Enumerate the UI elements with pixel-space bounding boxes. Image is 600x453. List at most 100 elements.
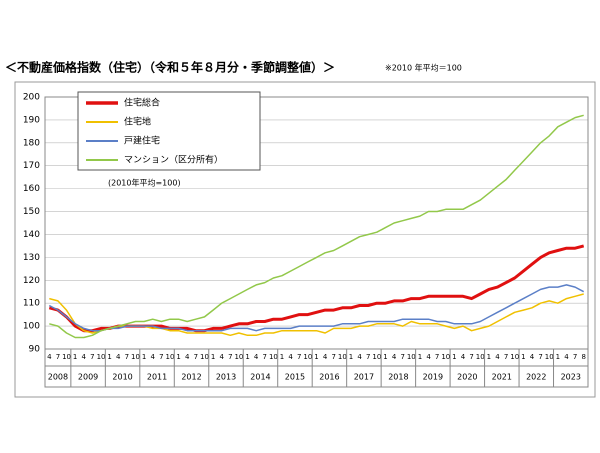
legend-label: 住宅総合 [124, 97, 160, 109]
legend-label: 住宅地 [124, 116, 151, 128]
x-tick-label: 10 [269, 353, 278, 361]
year-label: 2010 [112, 373, 132, 382]
x-tick-label: 4 [323, 353, 328, 361]
x-tick-label: 10 [372, 353, 381, 361]
x-tick-label: 10 [131, 353, 140, 361]
x-tick-label: 4 [219, 353, 224, 361]
x-tick-label: 4 [495, 353, 500, 361]
chart-frame [14, 81, 596, 398]
y-tick-label: 180 [23, 138, 40, 148]
x-tick-label: 4 [426, 353, 431, 361]
year-label: 2012 [181, 373, 201, 382]
x-tick-label: 10 [166, 353, 175, 361]
year-label: 2015 [285, 373, 305, 382]
annotation: (2010年平均=100) [108, 178, 181, 188]
x-tick-label: 7 [332, 353, 336, 361]
legend-label: マンション（区分所有） [124, 154, 223, 166]
x-tick-label: 8 [581, 353, 585, 361]
chart-title: ＜不動産価格指数（住宅）（令和５年８月分・季節調整値）＞ [5, 60, 335, 75]
year-label: 2008 [48, 373, 68, 382]
chart-subtitle: ※2010 年平均＝100 [385, 63, 462, 73]
x-tick-label: 4 [151, 353, 156, 361]
legend-box [77, 91, 261, 171]
x-tick-label: 10 [441, 353, 450, 361]
x-tick-label: 10 [545, 353, 554, 361]
x-tick-label: 7 [90, 353, 94, 361]
y-tick-label: 100 [23, 322, 40, 332]
year-label: 2016 [319, 373, 339, 382]
y-tick-label: 90 [29, 345, 41, 355]
x-tick-label: 1 [211, 353, 215, 361]
series-line [49, 114, 584, 339]
x-tick-label: 4 [392, 353, 397, 361]
x-tick-label: 1 [142, 353, 146, 361]
x-tick-label: 1 [487, 353, 491, 361]
x-tick-label: 10 [476, 353, 485, 361]
x-tick-label: 7 [538, 353, 542, 361]
x-tick-label: 10 [510, 353, 519, 361]
x-tick-label: 7 [297, 353, 301, 361]
x-tick-label: 7 [228, 353, 232, 361]
year-label: 2014 [250, 373, 270, 382]
year-label: 2011 [147, 373, 167, 382]
year-label: 2023 [561, 373, 581, 382]
x-tick-label: 1 [245, 353, 249, 361]
x-tick-label: 7 [194, 353, 198, 361]
x-tick-label: 10 [303, 353, 312, 361]
x-tick-label: 10 [234, 353, 243, 361]
x-tick-label: 1 [452, 353, 456, 361]
x-tick-label: 7 [263, 353, 267, 361]
x-tick-label: 4 [530, 353, 535, 361]
x-tick-label: 1 [418, 353, 422, 361]
x-tick-label: 4 [254, 353, 259, 361]
y-tick-label: 130 [23, 253, 40, 263]
legend-label: 戸建住宅 [124, 135, 160, 147]
x-axis-box [44, 348, 589, 388]
x-tick-label: 10 [200, 353, 209, 361]
x-tick-label: 4 [288, 353, 293, 361]
x-tick-label: 1 [280, 353, 284, 361]
year-label: 2021 [492, 373, 512, 382]
x-tick-label: 7 [159, 353, 163, 361]
x-tick-label: 4 [82, 353, 87, 361]
x-tick-label: 4 [116, 353, 121, 361]
year-label: 2019 [423, 373, 443, 382]
y-tick-label: 170 [23, 161, 40, 171]
x-tick-label: 4 [47, 353, 52, 361]
y-tick-label: 160 [23, 184, 40, 194]
y-tick-label: 140 [23, 230, 40, 240]
x-tick-label: 7 [435, 353, 439, 361]
x-tick-label: 4 [185, 353, 190, 361]
x-tick-label: 1 [176, 353, 180, 361]
y-tick-label: 150 [23, 207, 40, 217]
x-tick-label: 7 [125, 353, 129, 361]
x-tick-label: 7 [400, 353, 404, 361]
year-label: 2022 [526, 373, 546, 382]
x-tick-label: 4 [357, 353, 362, 361]
y-tick-label: 190 [23, 115, 40, 125]
y-tick-label: 200 [23, 93, 40, 103]
x-tick-label: 7 [56, 353, 60, 361]
x-tick-label: 1 [73, 353, 77, 361]
x-tick-label: 1 [383, 353, 387, 361]
series-line [49, 293, 584, 337]
year-label: 2020 [457, 373, 477, 382]
x-tick-label: 4 [564, 353, 569, 361]
x-tick-label: 7 [366, 353, 370, 361]
y-tick-label: 120 [23, 276, 40, 286]
x-tick-label: 10 [97, 353, 106, 361]
x-tick-label: 7 [573, 353, 577, 361]
year-label: 2017 [354, 373, 374, 382]
series-line [48, 284, 585, 332]
y-tick-label: 110 [23, 299, 40, 309]
x-tick-label: 1 [521, 353, 525, 361]
x-tick-label: 1 [314, 353, 318, 361]
x-tick-label: 10 [407, 353, 416, 361]
x-tick-label: 10 [338, 353, 347, 361]
x-tick-label: 4 [461, 353, 466, 361]
year-label: 2013 [216, 373, 236, 382]
x-tick-label: 1 [556, 353, 560, 361]
x-tick-label: 10 [62, 353, 71, 361]
year-label: 2018 [388, 373, 408, 382]
